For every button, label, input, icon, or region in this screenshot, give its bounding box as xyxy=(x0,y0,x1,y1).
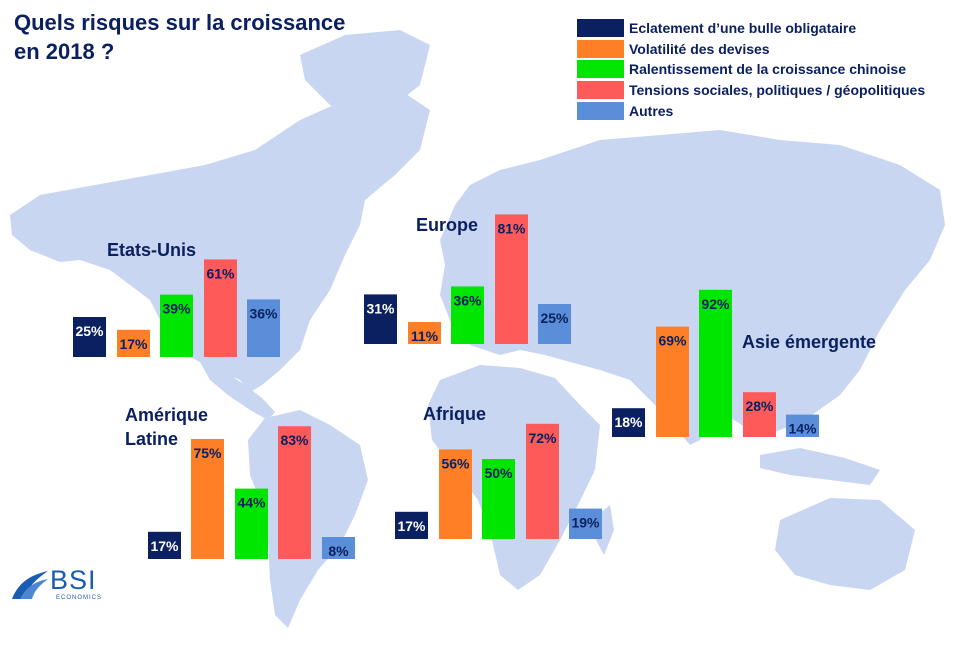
bar-label-etats-unis-1: 17% xyxy=(119,336,148,352)
bar-label-afrique-0: 17% xyxy=(397,518,426,534)
bar-amerique-latine-3 xyxy=(278,426,311,559)
bar-label-afrique-1: 56% xyxy=(441,455,470,471)
bar-europe-0 xyxy=(364,294,397,344)
greenland-shape xyxy=(300,30,430,120)
legend-swatch xyxy=(577,19,624,38)
bar-amerique-latine-2 xyxy=(235,488,268,559)
bar-label-europe-3: 81% xyxy=(497,220,526,236)
bar-etats-unis-2 xyxy=(160,294,193,357)
legend-label: Eclatement d’une bulle obligataire xyxy=(629,20,857,37)
bar-label-amerique-latine-3: 83% xyxy=(280,432,309,448)
region-label-afrique: Afrique xyxy=(423,404,486,424)
logo-subtext: ECONOMICS xyxy=(56,595,103,601)
bar-asie-emergente-2 xyxy=(699,289,732,437)
bar-amerique-latine-1 xyxy=(191,439,224,559)
bars-layer: 25% 17% 39% 61% 36% 31% 11% 36% 81% 25% 18% 69% 92% 2… xyxy=(73,214,819,559)
legend-swatch xyxy=(577,39,624,58)
bar-afrique-1 xyxy=(439,449,472,539)
bar-europe-2 xyxy=(451,286,484,344)
chart-title-line-1: Quels risques sur la croissance xyxy=(14,10,346,35)
bar-europe-4 xyxy=(538,304,571,344)
bar-etats-unis-1 xyxy=(117,329,150,357)
bar-label-afrique-2: 50% xyxy=(484,465,513,481)
bar-label-asie-emergente-0: 18% xyxy=(614,414,643,430)
bar-afrique-0 xyxy=(395,511,428,539)
bar-etats-unis-0 xyxy=(73,317,106,357)
bar-afrique-3 xyxy=(526,423,559,539)
legend-label: Ralentissement de la croissance chinoise xyxy=(629,61,907,78)
region-label-amerique-latine: Amérique xyxy=(125,405,208,425)
bar-label-afrique-3: 72% xyxy=(528,430,557,446)
legend-item-others: Autres xyxy=(577,100,925,121)
bar-etats-unis-3 xyxy=(204,259,237,357)
legend-label: Autres xyxy=(629,102,674,119)
bar-asie-emergente-4 xyxy=(786,414,819,437)
indonesia-shape xyxy=(760,448,880,485)
logo-text: BSI xyxy=(50,565,97,595)
legend-swatch xyxy=(577,60,624,79)
bar-label-europe-0: 31% xyxy=(366,300,395,316)
bar-amerique-latine-4 xyxy=(322,537,355,559)
region-label-europe: Europe xyxy=(416,215,478,235)
bar-label-asie-emergente-3: 28% xyxy=(745,398,774,414)
region-label-etats-unis: Etats-Unis xyxy=(107,240,196,260)
legend-label: Tensions sociales, politiques / géopolit… xyxy=(629,82,926,99)
bar-label-etats-unis-0: 25% xyxy=(75,323,104,339)
legend: Eclatement d’une bulle obligataire Volat… xyxy=(577,18,925,121)
bar-afrique-4 xyxy=(569,508,602,539)
bsi-logo: BSI ECONOMICS xyxy=(10,565,101,606)
bar-asie-emergente-0 xyxy=(612,408,645,437)
bar-europe-3 xyxy=(495,214,528,344)
bar-label-amerique-latine-2: 44% xyxy=(237,495,266,511)
bar-label-amerique-latine-4: 8% xyxy=(328,543,349,559)
bar-label-etats-unis-3: 61% xyxy=(206,265,235,281)
region-label-amerique-latine: Latine xyxy=(125,429,178,449)
bar-label-asie-emergente-2: 92% xyxy=(701,296,730,312)
bar-label-amerique-latine-0: 17% xyxy=(150,538,179,554)
bar-europe-1 xyxy=(408,322,441,344)
australia-shape xyxy=(775,498,915,590)
region-label-asie-emergente: Asie émergente xyxy=(742,332,876,352)
bar-asie-emergente-1 xyxy=(656,326,689,437)
bsi-wave-icon xyxy=(12,571,48,599)
bar-afrique-2 xyxy=(482,459,515,539)
bar-label-europe-4: 25% xyxy=(540,310,569,326)
north-america-shape xyxy=(10,90,430,392)
legend-label: Volatilité des devises xyxy=(629,40,770,57)
legend-swatch xyxy=(577,101,624,120)
legend-item-tensions: Tensions sociales, politiques / géopolit… xyxy=(577,80,925,101)
bar-label-etats-unis-2: 39% xyxy=(162,301,191,317)
chart-title: Quels risques sur la croissance en 2018 … xyxy=(14,8,345,66)
bar-label-afrique-4: 19% xyxy=(571,515,600,531)
bar-label-europe-2: 36% xyxy=(453,292,482,308)
legend-item-bond-bubble: Eclatement d’une bulle obligataire xyxy=(577,18,925,39)
bar-amerique-latine-0 xyxy=(148,531,181,559)
bar-label-etats-unis-4: 36% xyxy=(249,305,278,321)
bar-label-asie-emergente-4: 14% xyxy=(788,421,817,437)
chart-title-line-2: en 2018 ? xyxy=(14,39,115,64)
legend-swatch xyxy=(577,81,624,100)
legend-item-china-slowdown: Ralentissement de la croissance chinoise xyxy=(577,59,925,80)
bar-etats-unis-4 xyxy=(247,299,280,357)
eurasia-shape xyxy=(440,130,945,445)
bar-label-europe-1: 11% xyxy=(411,328,439,344)
region-labels: Etats-Unis Europe Asie émergente Amérique La… xyxy=(107,215,876,449)
bar-label-amerique-latine-1: 75% xyxy=(193,445,222,461)
bar-asie-emergente-3 xyxy=(743,392,776,437)
central-america-shape xyxy=(200,362,275,420)
legend-item-currency-volatility: Volatilité des devises xyxy=(577,39,925,60)
bar-label-asie-emergente-1: 69% xyxy=(658,333,687,349)
